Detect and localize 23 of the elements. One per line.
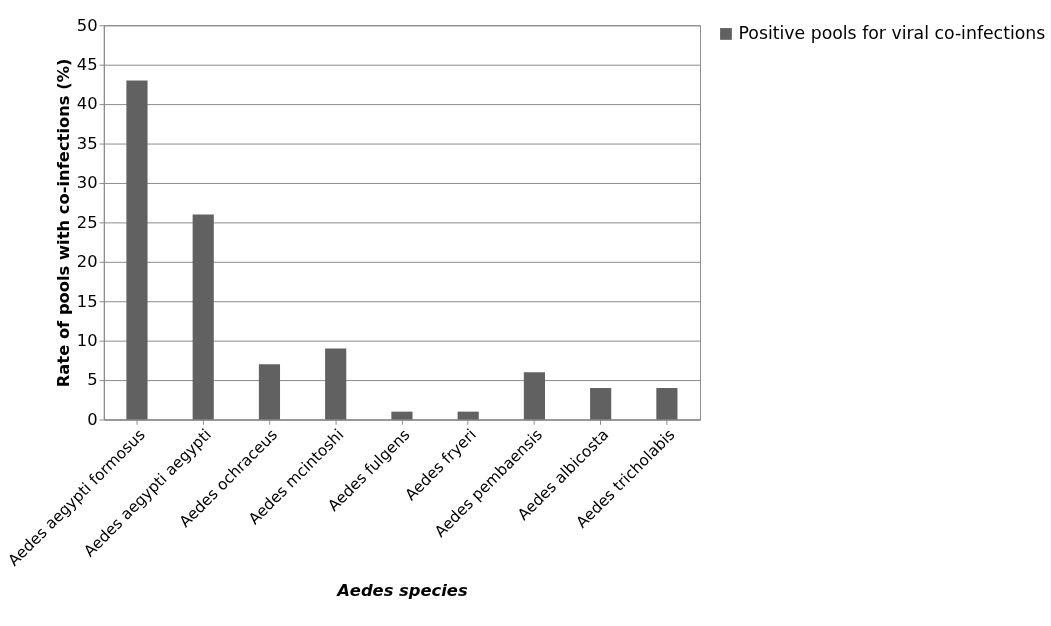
y-tick-label: 40	[76, 94, 98, 114]
y-tick-label: 30	[76, 173, 98, 193]
y-tick-label: 45	[76, 54, 98, 74]
x-axis-title: Aedes species	[335, 580, 468, 600]
bar	[457, 411, 479, 420]
bar	[391, 411, 413, 420]
y-tick-label: 20	[76, 252, 98, 272]
bar	[656, 387, 678, 420]
y-tick-label: 50	[76, 15, 98, 35]
y-tick-label: 5	[87, 370, 98, 390]
y-tick-label: 10	[76, 330, 98, 350]
y-axis-title: Rate of pools with co-infections (%)	[54, 58, 74, 388]
bar	[523, 372, 545, 420]
y-tick-label: 0	[87, 409, 98, 429]
legend-label: Positive pools for viral co-infections	[738, 22, 1046, 43]
bar	[258, 364, 281, 420]
y-tick-label: 15	[76, 291, 98, 311]
bar	[126, 80, 148, 420]
y-tick-label: 35	[76, 133, 98, 153]
y-tick-label: 25	[76, 212, 98, 232]
bar	[590, 387, 612, 420]
bar	[192, 214, 214, 420]
bar	[325, 348, 347, 420]
